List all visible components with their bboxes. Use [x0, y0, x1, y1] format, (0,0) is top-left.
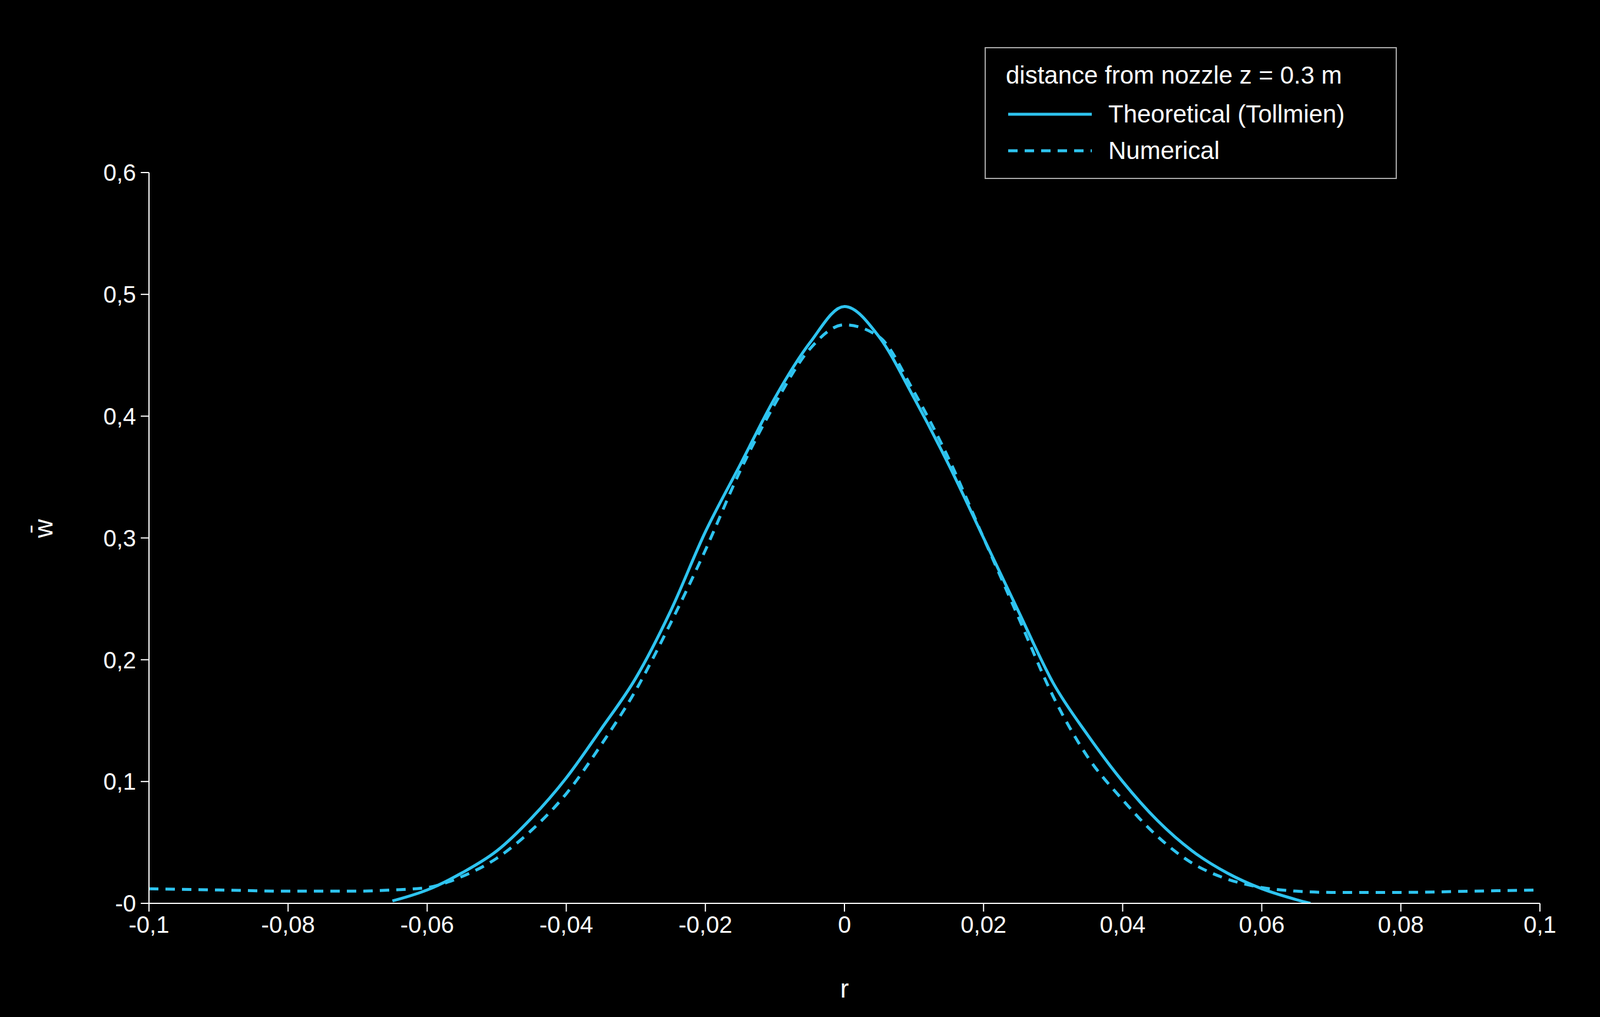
svg-text:0,1: 0,1	[1523, 911, 1557, 938]
svg-text:-0,1: -0,1	[128, 911, 170, 938]
svg-text:0,6: 0,6	[103, 159, 137, 186]
html-text:distance from nozzle z = 0.3 m: distance from nozzle z = 0.3 m	[1005, 61, 1342, 89]
html-text:Theoretical (Tollmien): Theoretical (Tollmien)	[1108, 100, 1345, 128]
svg-text:-0,04: -0,04	[539, 911, 594, 938]
svg-text:0,1: 0,1	[103, 768, 137, 795]
svg-text:-0,08: -0,08	[261, 911, 316, 938]
svg-text:0,2: 0,2	[103, 647, 137, 674]
svg-text:0,08: 0,08	[1377, 911, 1424, 938]
svg-text:0,4: 0,4	[103, 403, 137, 430]
svg-text:0: 0	[837, 911, 851, 938]
svg-text:0,3: 0,3	[103, 525, 137, 552]
svg-text:0,5: 0,5	[103, 281, 137, 308]
svg-text:0,02: 0,02	[960, 911, 1007, 938]
svg-text:w̄: w̄	[28, 519, 58, 539]
svg-text:0,06: 0,06	[1239, 911, 1285, 938]
svg-text:0,04: 0,04	[1099, 911, 1146, 938]
svg-text:-0: -0	[114, 890, 137, 917]
svg-text:r: r	[840, 974, 850, 1003]
svg-text:-0,02: -0,02	[678, 911, 732, 938]
html-text:Numerical: Numerical	[1108, 136, 1220, 165]
svg-text:-0,06: -0,06	[400, 911, 455, 938]
